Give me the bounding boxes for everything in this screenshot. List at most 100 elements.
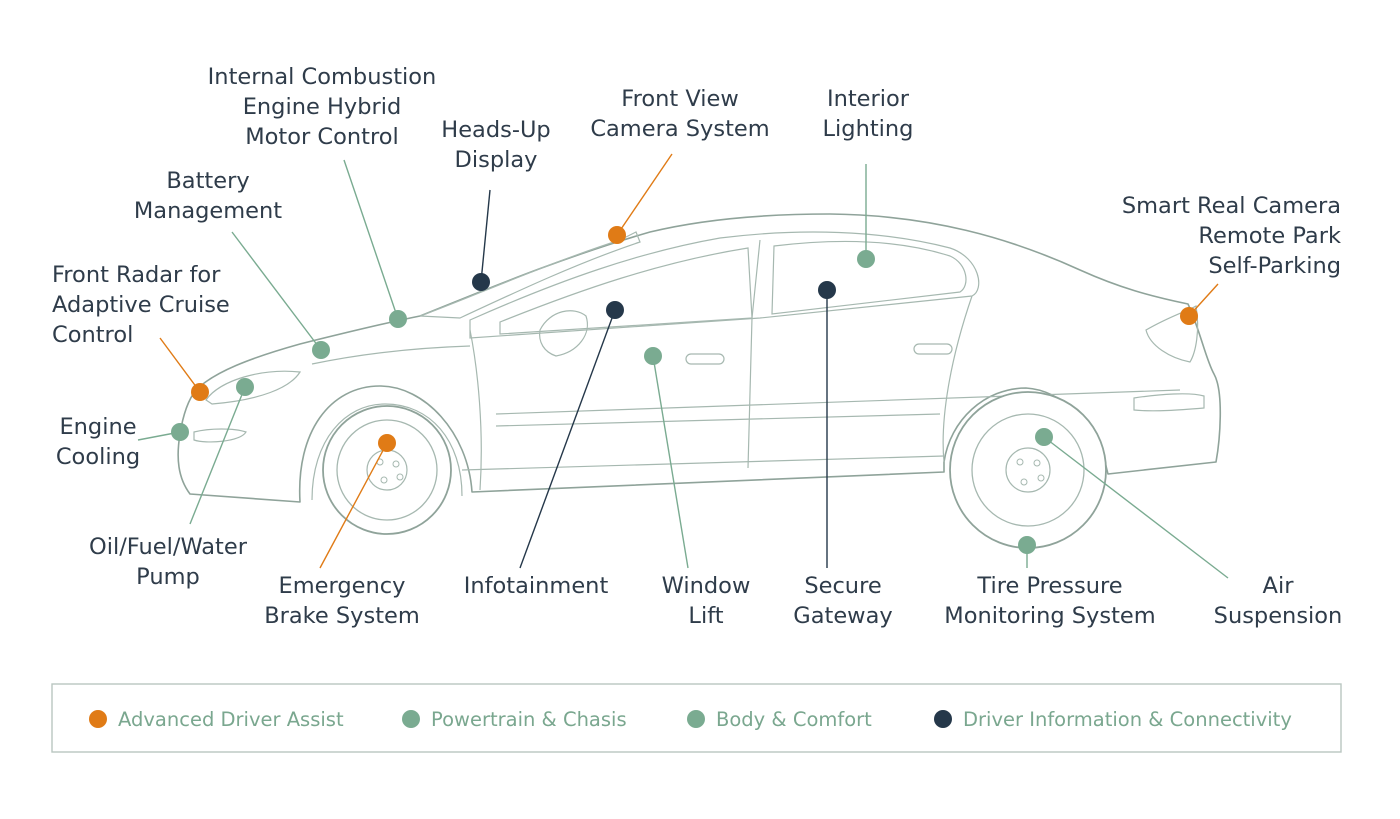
marker-front-view-camera <box>608 226 626 244</box>
callout-air-suspension: Air Suspension <box>1035 428 1342 629</box>
front-door-handle <box>685 353 725 365</box>
label-interior-lighting-line-0: Interior <box>827 86 910 112</box>
marker-tire-pressure <box>1018 536 1036 554</box>
leader-line-front-view-camera <box>616 153 673 236</box>
callout-front-view-camera: Front View Camera System <box>590 86 770 244</box>
leader-line-heads-up-display <box>480 189 491 283</box>
label-air-suspension-line-1: Suspension <box>1214 603 1343 629</box>
callout-interior-lighting: Interior Lighting <box>823 86 914 268</box>
callout-oil-fuel-water-pump: Oil/Fuel/Water Pump <box>89 378 254 590</box>
label-secure-gateway-line-0: Secure <box>804 573 881 599</box>
leader-line-infotainment <box>519 309 616 569</box>
rear-wheel <box>949 391 1107 549</box>
marker-oil-fuel-water-pump <box>236 378 254 396</box>
legend-label-powertrain-chasis: Powertrain & Chasis <box>431 708 627 731</box>
leader-line-window-lift <box>652 355 689 569</box>
leader-line-front-radar <box>159 337 201 393</box>
label-smart-rear-camera-line-1: Remote Park <box>1198 223 1341 249</box>
callout-smart-rear-camera: Smart Real Camera Remote Park Self-Parking <box>1122 193 1341 325</box>
callout-engine-cooling: Engine Cooling <box>56 414 189 470</box>
callout-heads-up-display: Heads-Up Display <box>441 117 551 291</box>
label-battery-management-line-0: Battery <box>166 168 249 194</box>
headlight <box>205 370 302 405</box>
leader-line-emergency-brake <box>319 442 388 569</box>
door-crease-lower <box>495 413 941 427</box>
label-tire-pressure-line-0: Tire Pressure <box>976 573 1122 599</box>
rear-door-window <box>771 240 967 315</box>
front-wheel-arch <box>311 403 463 501</box>
marker-internal-combustion <box>389 310 407 328</box>
leader-line-internal-combustion <box>343 159 399 320</box>
label-heads-up-display-line-1: Display <box>455 147 538 173</box>
callouts: Internal Combustion Engine Hybrid Motor Co… <box>52 64 1342 629</box>
hood-crease <box>311 345 471 365</box>
label-infotainment-line-0: Infotainment <box>464 573 609 599</box>
marker-front-radar <box>191 383 209 401</box>
legend: Advanced Driver Assist Powertrain & Chas… <box>51 683 1342 753</box>
legend-dot-driver-information-connectivity <box>934 710 952 728</box>
label-smart-rear-camera-line-2: Self-Parking <box>1208 253 1341 279</box>
front-door-window <box>499 247 753 335</box>
rear-door-edge <box>942 295 973 463</box>
legend-label-advanced-driver-assist: Advanced Driver Assist <box>118 708 344 731</box>
label-window-lift-line-0: Window <box>662 573 751 599</box>
label-tire-pressure-line-1: Monitoring System <box>944 603 1155 629</box>
label-internal-combustion-line-2: Motor Control <box>245 124 399 150</box>
label-heads-up-display-line-0: Heads-Up <box>441 117 550 143</box>
label-battery-management-line-1: Management <box>134 198 282 224</box>
legend-dot-advanced-driver-assist <box>89 710 107 728</box>
marker-infotainment <box>606 301 624 319</box>
label-internal-combustion-line-0: Internal Combustion <box>208 64 437 90</box>
marker-air-suspension <box>1035 428 1053 446</box>
label-air-suspension-line-0: Air <box>1263 573 1295 599</box>
leader-line-oil-fuel-water-pump <box>189 386 246 525</box>
windshield <box>419 231 641 319</box>
fog-light <box>193 428 247 443</box>
legend-dot-body-comfort <box>687 710 705 728</box>
door-crease-upper <box>495 389 1181 415</box>
callout-infotainment: Infotainment <box>464 301 624 599</box>
b-pillar <box>747 239 761 469</box>
marker-heads-up-display <box>472 273 490 291</box>
taillight <box>1145 304 1199 363</box>
label-front-view-camera-line-0: Front View <box>621 86 738 112</box>
label-oil-fuel-water-pump-line-1: Pump <box>136 564 200 590</box>
label-emergency-brake-line-1: Brake System <box>264 603 420 629</box>
label-front-view-camera-line-1: Camera System <box>590 116 769 142</box>
rocker-line <box>461 455 945 471</box>
label-front-radar-line-0: Front Radar for <box>52 262 221 288</box>
label-front-radar-line-2: Control <box>52 322 133 348</box>
callout-front-radar: Front Radar for Adaptive Cruise Control <box>52 262 230 401</box>
marker-interior-lighting <box>857 250 875 268</box>
label-internal-combustion-line-1: Engine Hybrid <box>243 94 402 120</box>
label-smart-rear-camera-line-0: Smart Real Camera <box>1122 193 1341 219</box>
callout-window-lift: Window Lift <box>644 347 750 629</box>
label-oil-fuel-water-pump-line-0: Oil/Fuel/Water <box>89 534 248 560</box>
callout-internal-combustion: Internal Combustion Engine Hybrid Motor Co… <box>208 64 437 328</box>
legend-dot-powertrain-chasis <box>402 710 420 728</box>
marker-smart-rear-camera <box>1180 307 1198 325</box>
legend-label-body-comfort: Body & Comfort <box>716 708 872 731</box>
side-mirror <box>539 310 588 357</box>
car-illustration <box>177 213 1222 503</box>
front-wheel <box>322 405 452 535</box>
callout-tire-pressure: Tire Pressure Monitoring System <box>944 536 1156 629</box>
label-interior-lighting-line-1: Lighting <box>823 116 914 142</box>
callout-battery-management: Battery Management <box>134 168 330 359</box>
marker-window-lift <box>644 347 662 365</box>
marker-engine-cooling <box>171 423 189 441</box>
label-front-radar-line-1: Adaptive Cruise <box>52 292 230 318</box>
rear-reflector <box>1133 393 1205 412</box>
label-secure-gateway-line-1: Gateway <box>793 603 892 629</box>
leader-line-battery-management <box>231 231 322 351</box>
marker-emergency-brake <box>378 434 396 452</box>
leader-line-air-suspension <box>1043 436 1229 579</box>
label-emergency-brake-line-0: Emergency <box>279 573 406 599</box>
callout-secure-gateway: Secure Gateway <box>793 281 893 629</box>
rear-door-handle <box>913 343 953 355</box>
legend-label-driver-information-connectivity: Driver Information & Connectivity <box>963 708 1292 731</box>
marker-battery-management <box>312 341 330 359</box>
label-engine-cooling-line-1: Cooling <box>56 444 140 470</box>
callout-emergency-brake: Emergency Brake System <box>264 434 420 629</box>
